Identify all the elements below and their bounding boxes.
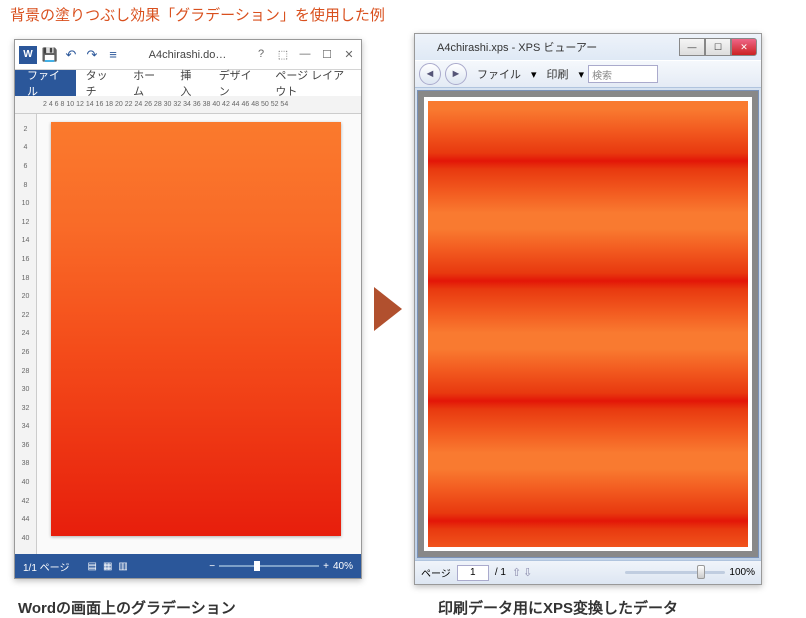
- qat-customize-icon[interactable]: ≡: [104, 46, 122, 64]
- web-layout-icon[interactable]: ▥: [118, 561, 127, 572]
- xps-toolbar: ◄ ► ファイル ▾ 印刷 ▾ 検索: [415, 60, 761, 88]
- close-button[interactable]: ✕: [731, 38, 757, 56]
- page-heading: 背景の塗りつぶし効果「グラデーション」を使用した例: [0, 0, 806, 33]
- xps-window: A4chirashi.xps - XPS ビューアー — ☐ ✕ ◄ ► ファイ…: [414, 33, 762, 585]
- tab-design[interactable]: デザイン: [209, 62, 266, 104]
- page-label: ページ: [421, 565, 451, 580]
- vertical-ruler: 2468101214161820222426283032343638404244…: [15, 114, 37, 554]
- document-canvas[interactable]: [37, 114, 361, 554]
- zoom-level[interactable]: 40%: [333, 561, 353, 572]
- zoom-in-icon[interactable]: +: [323, 561, 329, 572]
- xps-titlebar: A4chirashi.xps - XPS ビューアー — ☐ ✕: [415, 34, 761, 60]
- caption-xps: 印刷データ用にXPS変換したデータ: [378, 597, 788, 618]
- xps-page: [424, 97, 752, 551]
- maximize-button[interactable]: ☐: [705, 38, 731, 56]
- arrow-icon: [374, 287, 402, 331]
- comparison-container: W 💾 ↶ ↷ ≡ A4chirashi.do… ? ⬚ — ☐ ✕ ファイル …: [0, 33, 806, 585]
- document-title: A4chirashi.do…: [122, 49, 253, 61]
- minimize-button[interactable]: —: [297, 48, 313, 61]
- zoom-out-icon[interactable]: −: [209, 561, 215, 572]
- print-layout-icon[interactable]: ▦: [103, 561, 112, 572]
- xps-status-bar: ページ / 1 ⇧ ⇩ 100%: [415, 560, 761, 584]
- search-input[interactable]: 検索: [588, 65, 658, 83]
- help-button[interactable]: ?: [253, 48, 269, 61]
- print-button[interactable]: 印刷: [541, 64, 575, 84]
- captions: Wordの画面上のグラデーション 印刷データ用にXPS変換したデータ: [0, 585, 806, 618]
- file-menu[interactable]: ファイル: [471, 64, 527, 84]
- word-status-bar: 1/1 ページ ▤ ▦ ▥ − + 40%: [15, 554, 361, 578]
- xps-canvas[interactable]: [417, 90, 759, 558]
- dropdown-icon[interactable]: ▾: [579, 68, 585, 81]
- dropdown-icon[interactable]: ▾: [531, 68, 537, 81]
- save-icon[interactable]: 💾: [41, 46, 59, 64]
- nav-forward-icon[interactable]: ►: [445, 63, 467, 85]
- ribbon-tabs: ファイル タッチ ホーム 挿入 デザイン ページ レイアウト: [15, 70, 361, 96]
- tab-insert[interactable]: 挿入: [170, 62, 208, 104]
- page-count: 1/1 ページ: [23, 559, 69, 574]
- zoom-level[interactable]: 100%: [729, 567, 755, 578]
- tab-layout[interactable]: ページ レイアウト: [265, 62, 361, 104]
- word-window: W 💾 ↶ ↷ ≡ A4chirashi.do… ? ⬚ — ☐ ✕ ファイル …: [14, 39, 362, 579]
- tab-home[interactable]: ホーム: [123, 62, 170, 104]
- nav-back-icon[interactable]: ◄: [419, 63, 441, 85]
- word-logo-icon: W: [19, 46, 37, 64]
- ribbon-options-button[interactable]: ⬚: [275, 48, 291, 61]
- page-up-icon[interactable]: ⇧: [512, 566, 521, 579]
- maximize-button[interactable]: ☐: [319, 48, 335, 61]
- quick-access-toolbar: 💾 ↶ ↷ ≡: [41, 46, 122, 64]
- tab-touch[interactable]: タッチ: [76, 62, 123, 104]
- page-down-icon[interactable]: ⇩: [523, 566, 532, 579]
- xps-page-gradient-banded: [428, 101, 748, 547]
- read-mode-icon[interactable]: ▤: [87, 561, 96, 572]
- caption-word: Wordの画面上のグラデーション: [18, 597, 378, 618]
- minimize-button[interactable]: —: [679, 38, 705, 56]
- tab-file[interactable]: ファイル: [15, 70, 76, 96]
- zoom-slider[interactable]: − + 40%: [138, 561, 353, 572]
- page-input[interactable]: [457, 565, 489, 581]
- document-page-gradient: [51, 122, 341, 536]
- close-button[interactable]: ✕: [341, 48, 357, 61]
- redo-icon[interactable]: ↷: [83, 46, 101, 64]
- undo-icon[interactable]: ↶: [62, 46, 80, 64]
- xps-zoom-slider[interactable]: 100%: [538, 567, 755, 578]
- page-total: / 1: [495, 567, 506, 578]
- xps-title: A4chirashi.xps - XPS ビューアー: [419, 39, 679, 55]
